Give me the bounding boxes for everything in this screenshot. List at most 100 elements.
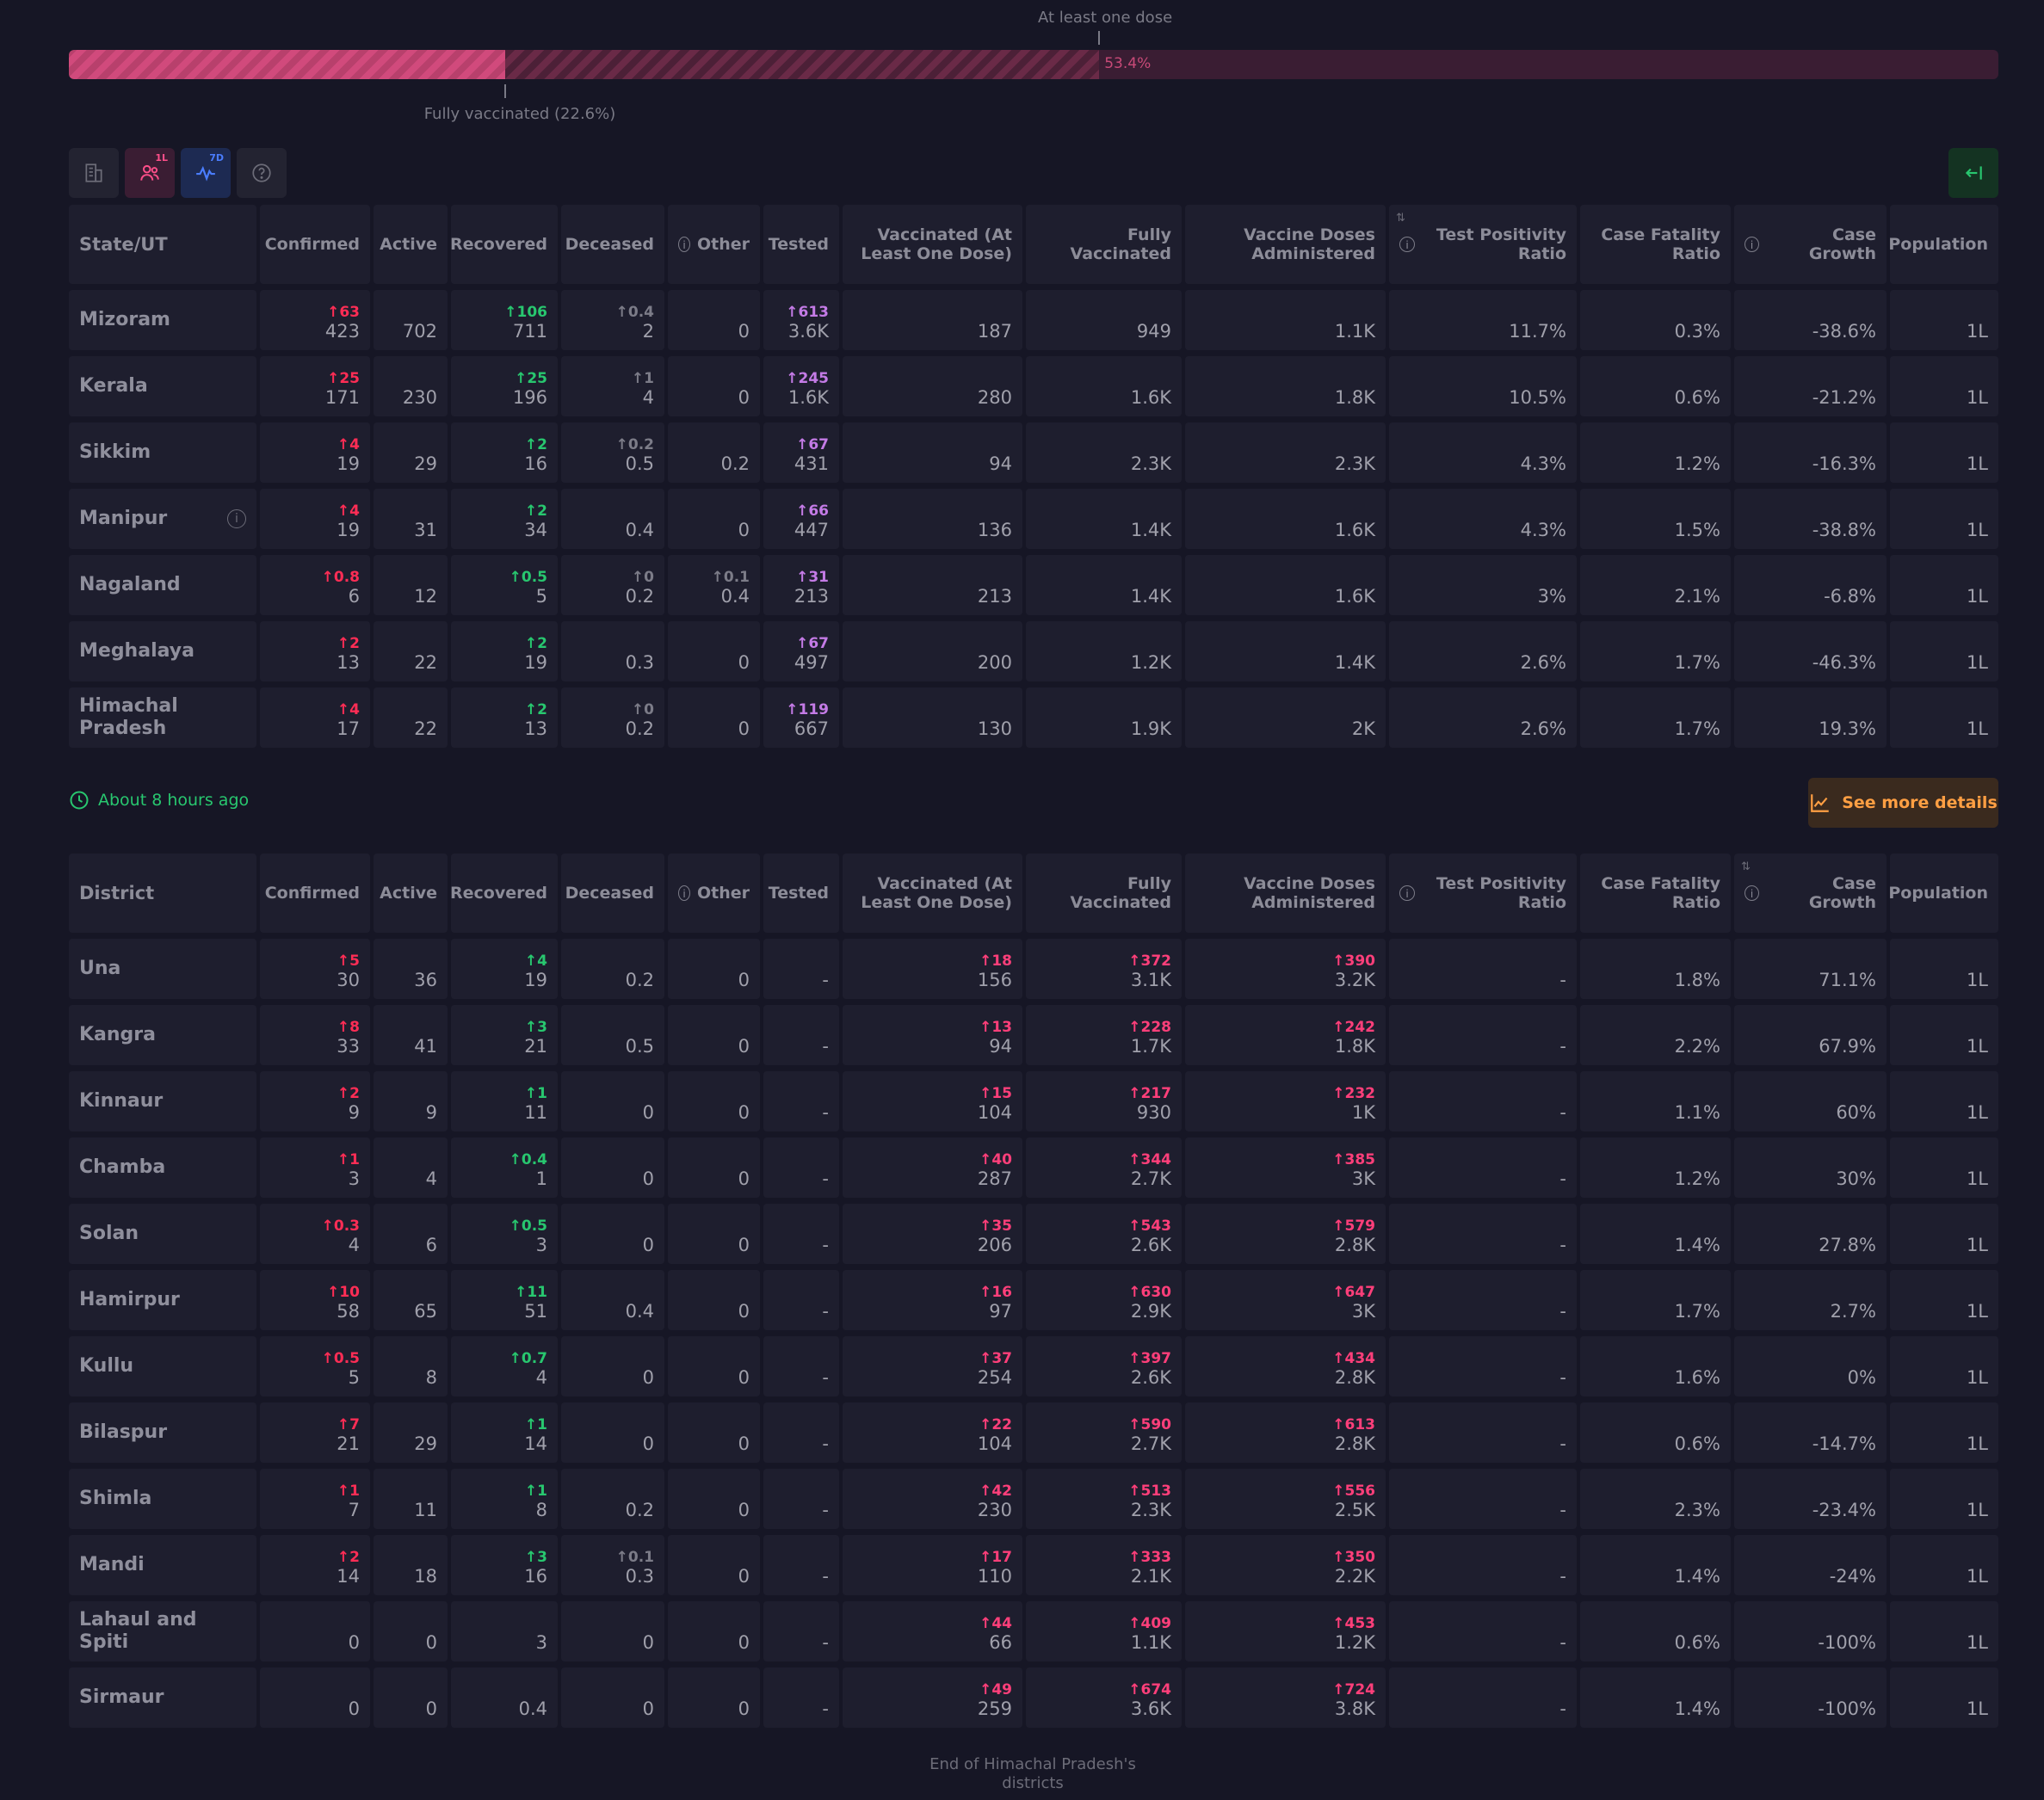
delta-value: ↑0: [631, 701, 654, 718]
state-meta-toggle-button[interactable]: [69, 148, 119, 198]
cell-test-positivity-ratio: -: [1389, 1402, 1577, 1463]
column-header-fully-vaccinated[interactable]: Fully Vaccinated: [1026, 854, 1182, 933]
cell-value: 19: [524, 970, 547, 990]
column-header-vaccinated-at-least-one-dose[interactable]: Vaccinated (At Least One Dose): [843, 205, 1022, 284]
table-row[interactable]: Manipur i ↑4 19 31 ↑2 34 0.4 0 ↑66 447 136 1.4K 1.6K 4…: [69, 489, 1998, 549]
table-row[interactable]: Mizoram ↑63 423 702 ↑106 711 ↑0.4 2 0 ↑613 3.6K 187…: [69, 290, 1998, 350]
table-row[interactable]: Kinnaur ↑2 9 9 ↑1 11 0 0- ↑15 104 ↑217 930 ↑232 1K -1.…: [69, 1071, 1998, 1131]
table-row[interactable]: Una ↑5 30 36 ↑4 19 0.2 0- ↑18 156 ↑372 3.1K ↑390 3.2K…: [69, 939, 1998, 999]
row-name-cell[interactable]: Shimla: [69, 1469, 256, 1529]
see-more-details-button[interactable]: See more details: [1808, 778, 1998, 828]
row-name-cell[interactable]: Kerala: [69, 356, 256, 416]
column-header-other[interactable]: i Other: [668, 205, 760, 284]
row-name-cell[interactable]: Manipur i: [69, 489, 256, 549]
column-header-case-growth[interactable]: i Case Growth: [1734, 205, 1887, 284]
column-header-confirmed[interactable]: Confirmed: [260, 854, 370, 933]
column-header-tested[interactable]: Tested: [763, 854, 839, 933]
info-icon[interactable]: i: [1399, 885, 1415, 901]
column-header-recovered[interactable]: Recovered: [450, 205, 558, 284]
table-row[interactable]: Sikkim ↑4 19 29 ↑2 16 ↑0.2 0.5 0.2 ↑67 431 94 2.3K 2.…: [69, 422, 1998, 483]
row-name-cell[interactable]: Mizoram: [69, 290, 256, 350]
cell-value: 3: [535, 1235, 547, 1255]
row-name-cell[interactable]: Nagaland: [69, 555, 256, 615]
delta-value: ↑385: [1332, 1151, 1375, 1168]
column-header-vaccine-doses-administered[interactable]: Vaccine Doses Administered: [1185, 205, 1386, 284]
table-row[interactable]: Bilaspur ↑7 21 29 ↑1 14 0 0- ↑22 104 ↑590 2.7K ↑613 2…: [69, 1402, 1998, 1463]
cell-value: 8: [425, 1367, 437, 1388]
table-row[interactable]: Solan ↑0.3 4 6 ↑0.5 3 0 0- ↑35 206 ↑543 2.6K ↑579 2.8…: [69, 1204, 1998, 1264]
table-row[interactable]: Nagaland ↑0.8 6 12 ↑0.5 5 ↑0 0.2 ↑0.1 0.4 ↑31 213 21…: [69, 555, 1998, 615]
info-icon[interactable]: i: [1745, 237, 1760, 252]
row-name-cell[interactable]: Kullu: [69, 1336, 256, 1396]
column-header-population[interactable]: Population: [1888, 205, 1998, 284]
collapse-panel-button[interactable]: [1948, 148, 1998, 198]
row-name-cell[interactable]: Lahaul and Spiti: [69, 1601, 256, 1661]
trend-toggle-button[interactable]: 7D: [181, 148, 231, 198]
cell-value: -16.3%: [1812, 453, 1876, 474]
row-name-cell[interactable]: Kangra: [69, 1005, 256, 1065]
cell-other: 0: [668, 1071, 760, 1131]
per-population-toggle-button[interactable]: 1L: [125, 148, 175, 198]
row-name-cell[interactable]: Sikkim: [69, 422, 256, 483]
column-header-state-ut[interactable]: State/UT: [69, 205, 256, 284]
column-header-test-positivity-ratio[interactable]: i ⇅ Test Positivity Ratio: [1389, 205, 1577, 284]
column-header-fully-vaccinated[interactable]: Fully Vaccinated: [1026, 205, 1182, 284]
row-name-cell[interactable]: Solan: [69, 1204, 256, 1264]
table-row[interactable]: Hamirpur ↑10 58 65 ↑11 51 0.4 0- ↑16 97 ↑630 2.9K ↑6…: [69, 1270, 1998, 1330]
cell-case-growth: 71.1%: [1734, 939, 1887, 999]
row-name-cell[interactable]: Chamba: [69, 1137, 256, 1198]
column-header-population[interactable]: Population: [1888, 854, 1998, 933]
info-icon[interactable]: i: [678, 885, 690, 901]
cell-value: 1.6K: [787, 387, 829, 408]
row-name-cell[interactable]: Kinnaur: [69, 1071, 256, 1131]
column-header-test-positivity-ratio[interactable]: i Test Positivity Ratio: [1389, 854, 1577, 933]
cell-vaccinated-at-least-one-dose: ↑37 254: [843, 1336, 1022, 1396]
info-icon[interactable]: i: [227, 509, 246, 528]
table-row[interactable]: Meghalaya ↑2 13 22 ↑2 19 0.3 0 ↑67 497 200 1.2K 1.4K…: [69, 621, 1998, 681]
column-header-confirmed[interactable]: Confirmed: [260, 205, 370, 284]
column-header-case-growth[interactable]: i ⇅ Case Growth: [1734, 854, 1887, 933]
sort-indicator-icon: ⇅: [1741, 860, 1751, 873]
help-button[interactable]: [237, 148, 287, 198]
column-header-case-fatality-ratio[interactable]: Case Fatality Ratio: [1580, 205, 1731, 284]
table-row[interactable]: Kangra ↑8 33 41 ↑3 21 0.5 0- ↑13 94 ↑228 1.7K ↑242 1.…: [69, 1005, 1998, 1065]
column-header-vaccine-doses-administered[interactable]: Vaccine Doses Administered: [1185, 854, 1386, 933]
table-row[interactable]: Kullu ↑0.5 5 8 ↑0.7 4 0 0- ↑37 254 ↑397 2.6K ↑434 2.8…: [69, 1336, 1998, 1396]
column-header-active[interactable]: Active: [374, 854, 448, 933]
table-row[interactable]: Kerala ↑25 171 230 ↑25 196 ↑1 4 0 ↑245 1.6K 280 1.6K…: [69, 356, 1998, 416]
table-row[interactable]: Himachal Pradesh ↑4 17 22 ↑2 13 ↑0 0.2 0 ↑119 667 1…: [69, 687, 1998, 748]
table-row[interactable]: Shimla ↑1 7 11 ↑1 8 0.2 0- ↑42 230 ↑513 2.3K ↑556 2.5…: [69, 1469, 1998, 1529]
row-name-cell[interactable]: Bilaspur: [69, 1402, 256, 1463]
delta-value: ↑8: [337, 1019, 360, 1036]
delta-value: ↑453: [1332, 1615, 1375, 1632]
table-row[interactable]: Sirmaur 0 0 0.4 0 0- ↑49 259 ↑674 3.6K ↑724 3.8K -1.…: [69, 1667, 1998, 1728]
column-header-district[interactable]: District: [69, 854, 256, 933]
row-name-cell[interactable]: Sirmaur: [69, 1667, 256, 1728]
column-header-tested[interactable]: Tested: [763, 205, 839, 284]
cell-value: 2K: [1351, 718, 1375, 739]
column-header-active[interactable]: Active: [374, 205, 448, 284]
info-icon[interactable]: i: [1745, 885, 1760, 901]
cell-recovered: ↑2 19: [451, 621, 558, 681]
delta-value: ↑228: [1128, 1019, 1171, 1036]
cell-deceased: 0: [561, 1204, 664, 1264]
column-header-other[interactable]: i Other: [668, 854, 760, 933]
column-header-deceased[interactable]: Deceased: [561, 205, 664, 284]
info-icon[interactable]: i: [678, 237, 690, 252]
delta-value: ↑409: [1128, 1615, 1171, 1632]
info-icon[interactable]: i: [1399, 237, 1415, 252]
cell-tested: -: [763, 1005, 839, 1065]
table-row[interactable]: Lahaul and Spiti 0 0 3 0 0- ↑44 66 ↑409 1.1K ↑453 1…: [69, 1601, 1998, 1661]
row-name-cell[interactable]: Hamirpur: [69, 1270, 256, 1330]
row-name-cell[interactable]: Mandi: [69, 1535, 256, 1595]
delta-value: ↑543: [1128, 1217, 1171, 1235]
column-header-case-fatality-ratio[interactable]: Case Fatality Ratio: [1580, 854, 1731, 933]
column-header-deceased[interactable]: Deceased: [561, 854, 664, 933]
column-header-vaccinated-at-least-one-dose[interactable]: Vaccinated (At Least One Dose): [843, 854, 1022, 933]
row-name-cell[interactable]: Una: [69, 939, 256, 999]
row-name-cell[interactable]: Himachal Pradesh: [69, 687, 256, 748]
table-row[interactable]: Mandi ↑2 14 18 ↑3 16 ↑0.1 0.3 0- ↑17 110 ↑333 2.1K ↑3…: [69, 1535, 1998, 1595]
row-name-cell[interactable]: Meghalaya: [69, 621, 256, 681]
column-header-recovered[interactable]: Recovered: [450, 854, 558, 933]
table-row[interactable]: Chamba ↑1 3 4 ↑0.4 1 0 0- ↑40 287 ↑344 2.7K ↑385 3K -1…: [69, 1137, 1998, 1198]
